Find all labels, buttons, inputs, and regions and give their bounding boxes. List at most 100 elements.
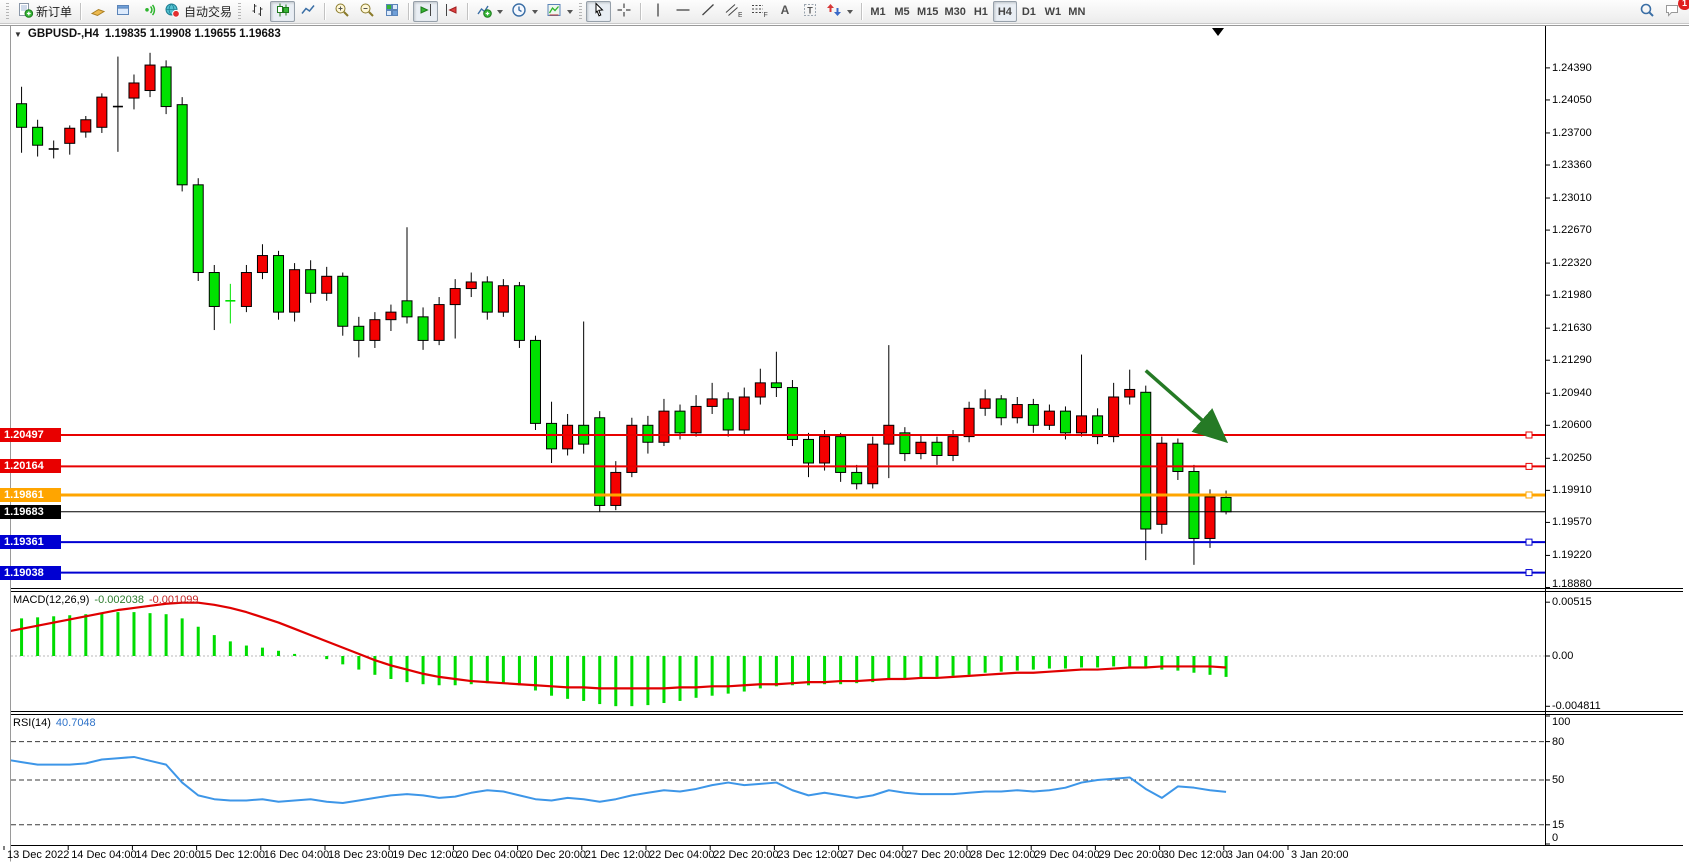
timeframe-button-h4[interactable]: H4 bbox=[992, 1, 1017, 22]
text-label-icon: T bbox=[802, 2, 818, 21]
svg-text:T: T bbox=[807, 6, 813, 16]
line-chart-icon bbox=[300, 2, 316, 21]
zoom-in-button[interactable] bbox=[329, 1, 354, 22]
chat-button[interactable] bbox=[1660, 1, 1685, 22]
toolbar-grip[interactable] bbox=[6, 2, 9, 21]
trend-arrow-annotation[interactable] bbox=[1144, 369, 1229, 444]
timeframe-toolbar: M1 M5 M15 M30 H1 H4 D1 W1 MN bbox=[866, 1, 1089, 22]
tile-windows-button[interactable] bbox=[379, 1, 404, 22]
new-order-label: 新订单 bbox=[36, 5, 73, 19]
candle-body bbox=[513, 285, 525, 341]
candle-body bbox=[192, 184, 204, 274]
line-handle[interactable] bbox=[1525, 491, 1533, 499]
candle-body bbox=[481, 281, 493, 313]
chart-shift-marker[interactable] bbox=[1212, 28, 1224, 36]
candle-body bbox=[208, 272, 220, 307]
search-button[interactable] bbox=[1635, 1, 1660, 22]
periods-button[interactable] bbox=[507, 1, 542, 22]
channel-button[interactable]: E bbox=[720, 1, 746, 22]
trendline-icon bbox=[700, 2, 716, 21]
separator bbox=[408, 3, 410, 20]
line-handle[interactable] bbox=[1525, 431, 1533, 439]
timeframe-button-m5[interactable]: M5 bbox=[890, 1, 914, 22]
cursor-button[interactable] bbox=[586, 1, 612, 22]
candle-body bbox=[1172, 442, 1184, 472]
profiles-icon bbox=[115, 2, 131, 21]
fibonacci-button[interactable]: F bbox=[746, 1, 772, 22]
autoscroll-icon bbox=[443, 2, 459, 21]
chart-shift-button[interactable] bbox=[413, 1, 439, 22]
timeframe-button-d1[interactable]: D1 bbox=[1017, 1, 1041, 22]
line-handle[interactable] bbox=[11, 431, 19, 439]
candle-body bbox=[642, 424, 654, 443]
candle-body bbox=[562, 424, 574, 450]
candle-body bbox=[401, 300, 413, 318]
new-order-button[interactable]: 新订单 bbox=[13, 1, 76, 22]
text-label-button[interactable]: T bbox=[797, 1, 822, 22]
indicators-button[interactable] bbox=[472, 1, 507, 22]
line-handle[interactable] bbox=[11, 538, 19, 546]
arrows-tool-button[interactable] bbox=[822, 1, 857, 22]
candle-body bbox=[385, 311, 397, 321]
toolbar: 新订单 自动交易 E F A T bbox=[0, 0, 1689, 24]
line-handle[interactable] bbox=[11, 462, 19, 470]
chart-area[interactable]: ▼ GBPUSD-,H4 1.19835 1.19908 1.19655 1.1… bbox=[0, 24, 1689, 862]
timeframe-button-h1[interactable]: H1 bbox=[969, 1, 993, 22]
line-handle[interactable] bbox=[1525, 462, 1533, 470]
candle-body bbox=[176, 104, 188, 186]
bar-chart-button[interactable] bbox=[245, 1, 270, 22]
arrows-tool-icon bbox=[826, 2, 842, 21]
text-tool-button[interactable]: A bbox=[772, 1, 797, 22]
vertical-line-button[interactable] bbox=[645, 1, 670, 22]
signals-button[interactable] bbox=[135, 1, 160, 22]
timeframe-button-m30[interactable]: M30 bbox=[941, 1, 968, 22]
market-watch-button[interactable] bbox=[85, 1, 110, 22]
candle-body bbox=[738, 396, 750, 431]
timeframe-button-w1[interactable]: W1 bbox=[1041, 1, 1065, 22]
zoom-out-button[interactable] bbox=[354, 1, 379, 22]
crosshair-button[interactable] bbox=[611, 1, 636, 22]
autotrade-button[interactable]: 自动交易 bbox=[160, 1, 236, 22]
candlestick-chart-button[interactable] bbox=[270, 1, 296, 22]
candle-body bbox=[64, 127, 76, 144]
candle-body bbox=[995, 398, 1007, 419]
candle-body bbox=[1059, 410, 1071, 434]
timeframe-button-mn[interactable]: MN bbox=[1065, 1, 1089, 22]
line-handle[interactable] bbox=[11, 569, 19, 577]
horizontal-line-icon bbox=[675, 2, 691, 21]
toolbar-grip[interactable] bbox=[238, 2, 242, 21]
separator bbox=[324, 3, 326, 20]
timeframe-button-m15[interactable]: M15 bbox=[914, 1, 941, 22]
candle-body bbox=[1204, 496, 1216, 539]
candle-body bbox=[273, 255, 285, 313]
line-chart-button[interactable] bbox=[295, 1, 320, 22]
templates-button[interactable] bbox=[542, 1, 577, 22]
line-handle[interactable] bbox=[1525, 569, 1533, 577]
candle-body bbox=[369, 319, 381, 341]
toolbar-grip[interactable] bbox=[579, 2, 583, 21]
indicators-icon bbox=[476, 2, 492, 21]
timeframe-button-m1[interactable]: M1 bbox=[866, 1, 890, 22]
line-handle[interactable] bbox=[1525, 538, 1533, 546]
line-handle[interactable] bbox=[11, 491, 19, 499]
chart-canvas[interactable] bbox=[0, 24, 1689, 862]
candle-body bbox=[16, 103, 28, 128]
svg-text:A: A bbox=[780, 3, 789, 17]
dropdown-caret-icon bbox=[532, 9, 539, 14]
trendline-button[interactable] bbox=[695, 1, 720, 22]
candle-body bbox=[80, 119, 92, 133]
profiles-button[interactable] bbox=[110, 1, 135, 22]
candle-body bbox=[1, 105, 11, 205]
candle-body bbox=[1156, 442, 1168, 525]
candle-body bbox=[867, 443, 879, 485]
autoscroll-button[interactable] bbox=[438, 1, 463, 22]
cursor-icon bbox=[591, 2, 607, 21]
candle-body bbox=[819, 436, 831, 464]
horizontal-line-button[interactable] bbox=[670, 1, 695, 22]
channel-icon: E bbox=[724, 2, 743, 21]
search-icon bbox=[1639, 2, 1656, 21]
market-watch-icon bbox=[90, 2, 106, 21]
macd-layer bbox=[11, 601, 1228, 707]
zoom-out-icon bbox=[359, 2, 375, 21]
